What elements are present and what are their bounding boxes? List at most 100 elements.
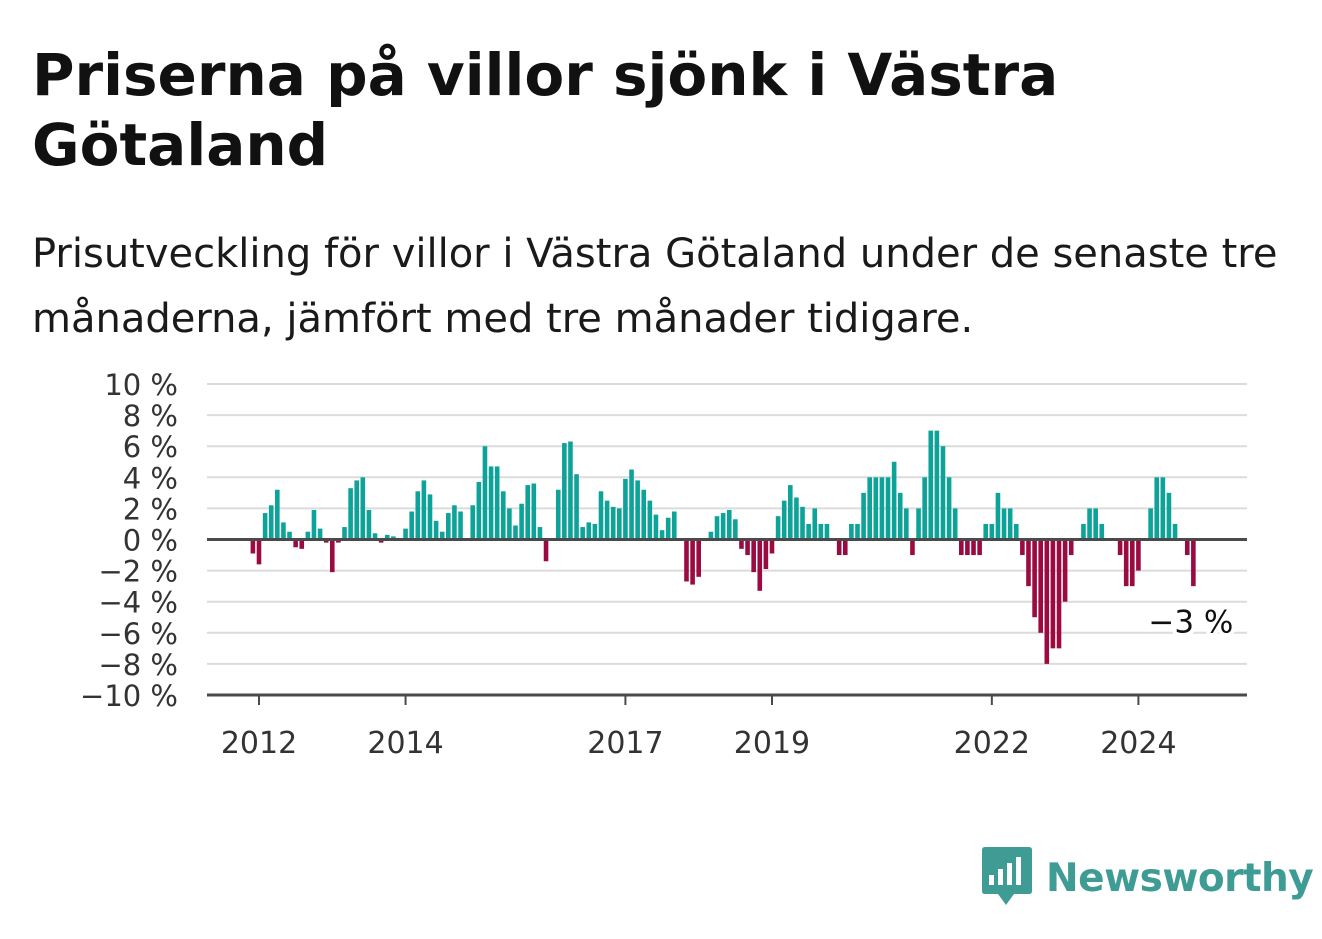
bar [415, 491, 421, 540]
y-tick-label: 4 % [123, 461, 178, 495]
bar-chart-speech-bubble-icon [982, 847, 1032, 905]
bar [873, 477, 879, 540]
bar [745, 539, 750, 556]
bar [940, 446, 946, 540]
bar [500, 491, 506, 540]
bar [1166, 492, 1172, 540]
x-tick-label: 2024 [1100, 726, 1176, 761]
bar [1136, 539, 1141, 571]
bar [604, 500, 610, 540]
bar [592, 523, 598, 540]
bar [574, 474, 579, 540]
bar [1184, 539, 1190, 556]
bar [610, 506, 616, 540]
bar [1007, 508, 1013, 540]
x-tick-label: 2019 [734, 726, 810, 761]
bar [794, 497, 799, 540]
bar [763, 539, 769, 570]
bar [690, 539, 695, 585]
bar [824, 523, 830, 540]
bar [1087, 508, 1092, 540]
bar [403, 528, 408, 540]
y-tick-label: −2 % [98, 555, 178, 589]
bar [378, 539, 384, 543]
bar [1172, 523, 1178, 540]
bar [629, 469, 634, 540]
bar [995, 492, 1001, 540]
bar [360, 477, 366, 540]
bar [476, 481, 482, 540]
y-tick-label: −6 % [98, 617, 178, 651]
bar [1032, 539, 1037, 618]
bar [580, 527, 585, 540]
bar [1081, 523, 1086, 540]
bar [507, 508, 512, 540]
bar [336, 539, 341, 543]
bar [726, 509, 732, 540]
bar [598, 491, 604, 540]
bar-chart: 10 %8 %6 %4 %2 %0 %−2 %−4 %−6 %−8 %−10 %… [80, 368, 1247, 761]
bar [488, 466, 494, 540]
gridlines [207, 383, 1247, 665]
bar [1160, 477, 1166, 540]
bar [836, 539, 842, 556]
bar [739, 539, 744, 549]
bar [256, 539, 262, 565]
bar [971, 539, 976, 556]
y-tick-label: −8 % [98, 648, 178, 682]
bar [366, 509, 372, 540]
bar [427, 494, 433, 540]
bar [1050, 539, 1056, 649]
bar [268, 505, 274, 540]
bar [1038, 539, 1043, 633]
bar [879, 477, 885, 540]
bar [287, 531, 292, 540]
bar [421, 480, 427, 540]
brand-name: Newsworthy [1046, 855, 1314, 901]
bar [1191, 539, 1196, 587]
x-tick-label: 2022 [954, 726, 1030, 761]
bar [714, 516, 720, 540]
bar [812, 508, 818, 540]
bar [281, 522, 286, 540]
bar [977, 539, 982, 556]
bar [818, 523, 824, 540]
bar [952, 508, 958, 540]
bar [342, 527, 347, 540]
bar [751, 539, 756, 573]
bar [391, 536, 396, 540]
bar [959, 539, 964, 556]
y-tick-label: 8 % [123, 399, 178, 433]
bar [781, 500, 787, 540]
y-tick-label: 10 % [104, 368, 178, 402]
bar [1148, 508, 1153, 540]
bar [635, 480, 640, 540]
bar [323, 539, 329, 543]
axes [207, 538, 1247, 705]
bar [733, 519, 738, 540]
bar [885, 477, 891, 540]
bar [1013, 523, 1019, 540]
bar [409, 511, 414, 540]
bar [659, 530, 665, 540]
bar [696, 539, 701, 577]
brand: Newsworthy [982, 846, 1314, 910]
bar [641, 489, 647, 540]
bar [708, 531, 714, 540]
bar [904, 508, 909, 540]
bar [513, 525, 518, 540]
bar [1099, 523, 1105, 540]
bar [1044, 539, 1050, 664]
bar [1117, 539, 1123, 556]
bar [617, 508, 622, 540]
bar [989, 523, 995, 540]
bar [897, 492, 903, 540]
bar [922, 477, 927, 540]
bar [1130, 539, 1135, 587]
bar [494, 466, 500, 540]
bar [305, 531, 311, 540]
y-tick-label: 6 % [123, 430, 178, 464]
chart-title: Priserna på villor sjönk i Västra Götala… [32, 41, 1059, 179]
x-tick-label: 2017 [587, 726, 663, 761]
bar [849, 523, 854, 540]
